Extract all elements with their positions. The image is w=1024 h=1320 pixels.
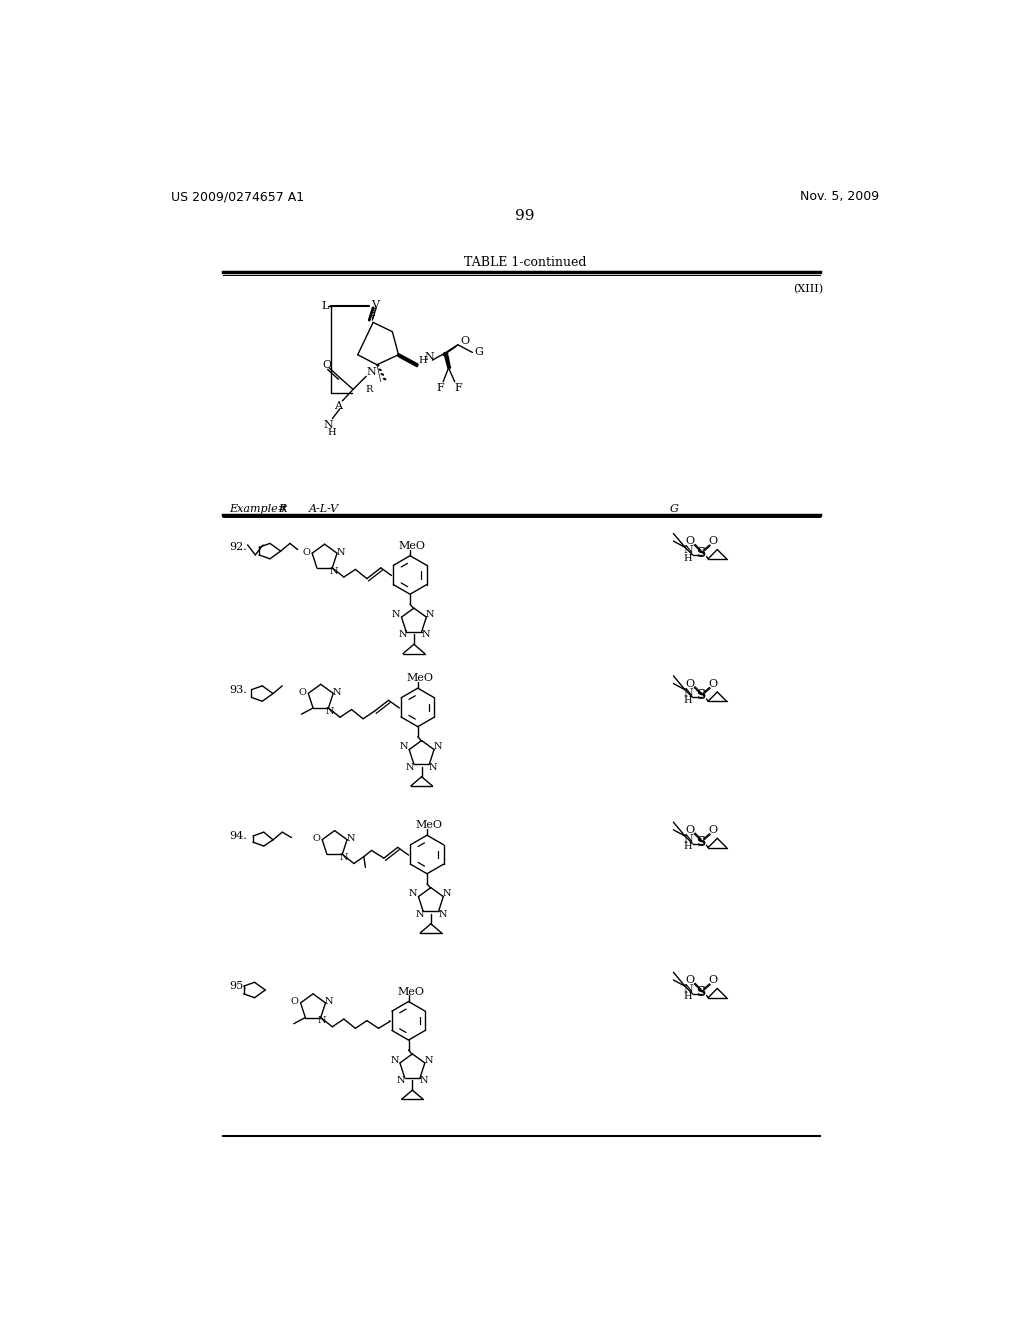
Text: 99: 99 bbox=[515, 209, 535, 223]
Text: O: O bbox=[709, 975, 717, 985]
Text: F: F bbox=[454, 383, 462, 393]
Text: O: O bbox=[312, 834, 321, 843]
Text: G: G bbox=[475, 347, 483, 358]
Text: N: N bbox=[325, 997, 334, 1006]
Text: S: S bbox=[695, 986, 705, 999]
Text: (XIII): (XIII) bbox=[793, 284, 823, 294]
Text: N: N bbox=[409, 890, 418, 899]
Text: S: S bbox=[695, 836, 705, 849]
Text: N: N bbox=[429, 763, 437, 772]
Text: N: N bbox=[317, 1016, 327, 1026]
Text: H: H bbox=[684, 553, 692, 562]
Text: 95.: 95. bbox=[229, 981, 247, 991]
Text: N: N bbox=[337, 548, 345, 557]
Text: MeO: MeO bbox=[397, 986, 424, 997]
Text: O: O bbox=[709, 825, 717, 834]
Text: O: O bbox=[709, 678, 717, 689]
Text: N: N bbox=[683, 985, 693, 994]
Text: Example#: Example# bbox=[229, 504, 288, 513]
Text: 92.: 92. bbox=[229, 543, 247, 552]
Text: O: O bbox=[685, 825, 694, 834]
Text: H: H bbox=[684, 842, 692, 851]
Text: R: R bbox=[366, 385, 373, 393]
Text: O: O bbox=[323, 360, 332, 370]
Text: 93.: 93. bbox=[229, 685, 247, 694]
Text: H: H bbox=[327, 428, 336, 437]
Text: N: N bbox=[339, 853, 348, 862]
Text: Nov. 5, 2009: Nov. 5, 2009 bbox=[800, 190, 879, 203]
Text: N: N bbox=[346, 834, 355, 843]
Text: MeO: MeO bbox=[416, 820, 442, 830]
Text: N: N bbox=[326, 708, 334, 715]
Text: O: O bbox=[298, 688, 306, 697]
Text: N: N bbox=[683, 545, 693, 556]
Text: N: N bbox=[396, 1076, 406, 1085]
Text: V: V bbox=[372, 300, 380, 310]
Text: N: N bbox=[424, 1056, 433, 1065]
Text: N: N bbox=[442, 890, 452, 899]
Text: N: N bbox=[433, 742, 442, 751]
Text: N: N bbox=[390, 1056, 399, 1065]
Text: N: N bbox=[398, 631, 407, 639]
Text: O: O bbox=[685, 536, 694, 546]
Text: O: O bbox=[291, 998, 299, 1006]
Text: R: R bbox=[279, 504, 287, 513]
Text: US 2009/0274657 A1: US 2009/0274657 A1 bbox=[171, 190, 304, 203]
Text: N: N bbox=[425, 352, 434, 362]
Text: G: G bbox=[670, 504, 679, 513]
Text: N: N bbox=[426, 610, 434, 619]
Text: TABLE 1-continued: TABLE 1-continued bbox=[464, 256, 586, 269]
Text: N: N bbox=[399, 742, 409, 751]
Text: O: O bbox=[685, 975, 694, 985]
Text: N: N bbox=[683, 834, 693, 843]
Text: 94.: 94. bbox=[229, 832, 247, 841]
Text: N: N bbox=[683, 688, 693, 698]
Text: N: N bbox=[330, 566, 338, 576]
Text: A: A bbox=[334, 401, 342, 412]
Text: N: N bbox=[438, 909, 446, 919]
Text: O: O bbox=[709, 536, 717, 546]
Text: N: N bbox=[367, 367, 377, 378]
Text: H: H bbox=[419, 356, 427, 366]
Text: N: N bbox=[324, 420, 334, 430]
Text: O: O bbox=[685, 678, 694, 689]
Text: H: H bbox=[684, 993, 692, 1002]
Text: N: N bbox=[406, 763, 415, 772]
Text: F: F bbox=[436, 383, 444, 393]
Text: O: O bbox=[460, 335, 469, 346]
Text: S: S bbox=[695, 546, 705, 560]
Text: N: N bbox=[415, 909, 424, 919]
Text: MeO: MeO bbox=[398, 541, 426, 550]
Text: N: N bbox=[392, 610, 400, 619]
Text: N: N bbox=[420, 1076, 428, 1085]
Text: O: O bbox=[302, 548, 310, 557]
Text: H: H bbox=[684, 696, 692, 705]
Text: N: N bbox=[333, 688, 341, 697]
Text: N: N bbox=[421, 631, 430, 639]
Text: L: L bbox=[322, 301, 329, 312]
Text: A-L-V: A-L-V bbox=[309, 504, 339, 513]
Text: S: S bbox=[695, 689, 705, 702]
Text: MeO: MeO bbox=[407, 673, 433, 684]
